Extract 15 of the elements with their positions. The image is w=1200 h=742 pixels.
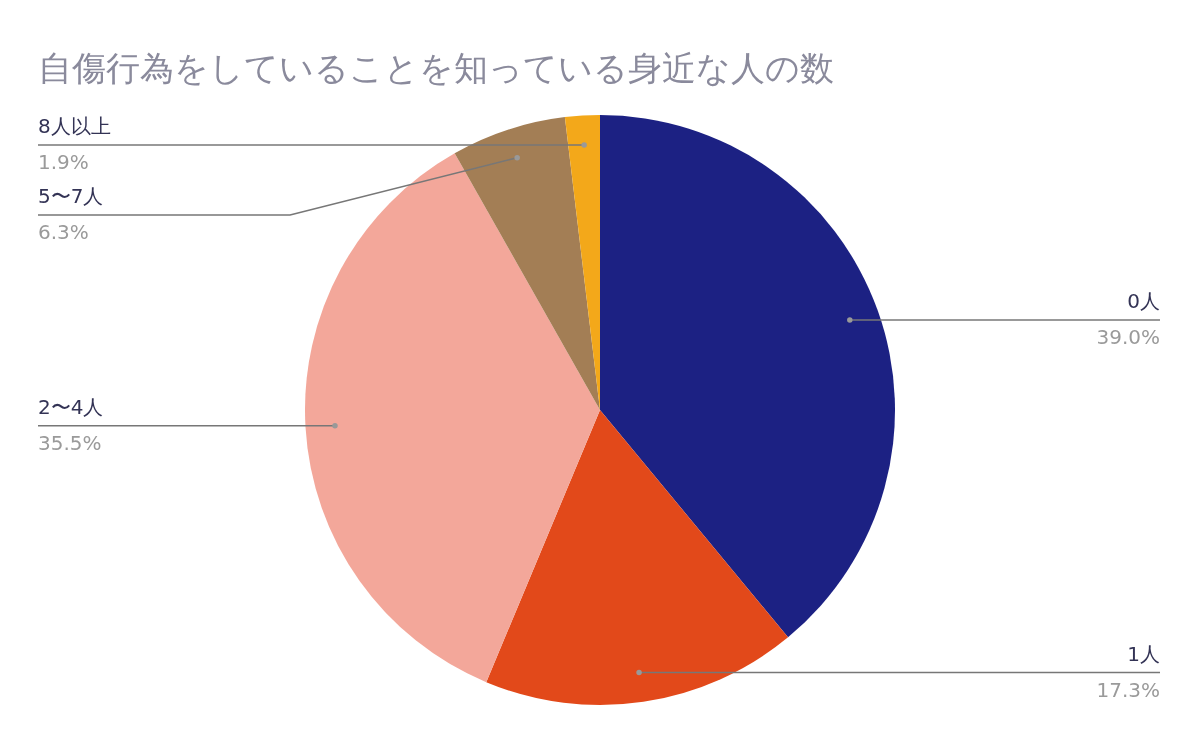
slice-label: 2〜4人	[38, 394, 104, 419]
slice-label: 1人	[1127, 641, 1160, 666]
data-label: 6.3%	[38, 219, 89, 244]
pie-slice	[486, 410, 789, 705]
data-label: 17.3%	[1096, 677, 1160, 702]
data-label: 39.0%	[1096, 325, 1160, 350]
pie-slice	[454, 117, 600, 410]
slice-label: 5〜7人	[38, 183, 104, 208]
data-label: 35.5%	[38, 430, 102, 455]
slice-label: 0人	[1127, 289, 1160, 314]
pie-slice	[600, 115, 895, 638]
data-label: 1.9%	[38, 149, 89, 174]
slice-label: 8人以上	[38, 113, 111, 138]
pie-slice	[305, 153, 600, 683]
chart-title: 自傷行為をしていることを知っている身近な人の数	[38, 48, 834, 88]
